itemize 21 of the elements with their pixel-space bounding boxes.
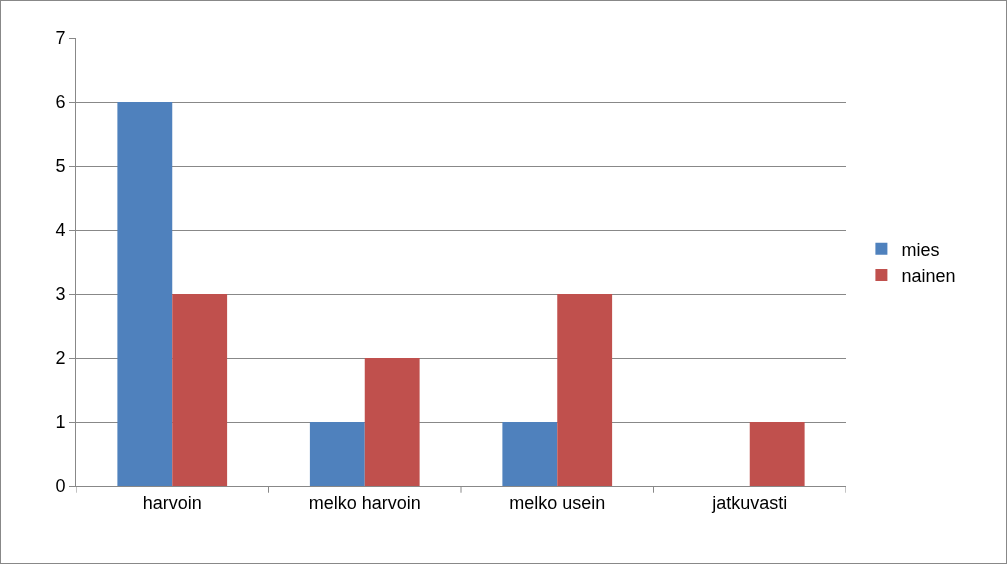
bar — [117, 102, 173, 486]
x-tick-label: melko harvoin — [308, 492, 421, 513]
bar — [172, 294, 228, 486]
x-tick-label: jatkuvasti — [711, 492, 788, 513]
bar — [309, 422, 365, 486]
y-tick-label: 7 — [55, 28, 66, 49]
y-tick-label: 5 — [55, 156, 66, 177]
y-tick-label: 3 — [55, 284, 66, 305]
x-tick-label: melko usein — [509, 492, 606, 513]
y-tick-label: 6 — [55, 92, 66, 113]
bar — [749, 422, 805, 486]
y-tick-label: 2 — [55, 348, 66, 369]
y-tick-label: 4 — [55, 220, 66, 241]
x-tick-label: harvoin — [142, 492, 202, 513]
bar — [557, 294, 613, 486]
bar — [364, 358, 420, 486]
y-tick-label: 1 — [55, 412, 66, 433]
bar — [502, 422, 558, 486]
legend-label: mies — [901, 239, 940, 260]
legend-label: nainen — [901, 266, 956, 287]
y-tick-label: 0 — [55, 476, 66, 497]
